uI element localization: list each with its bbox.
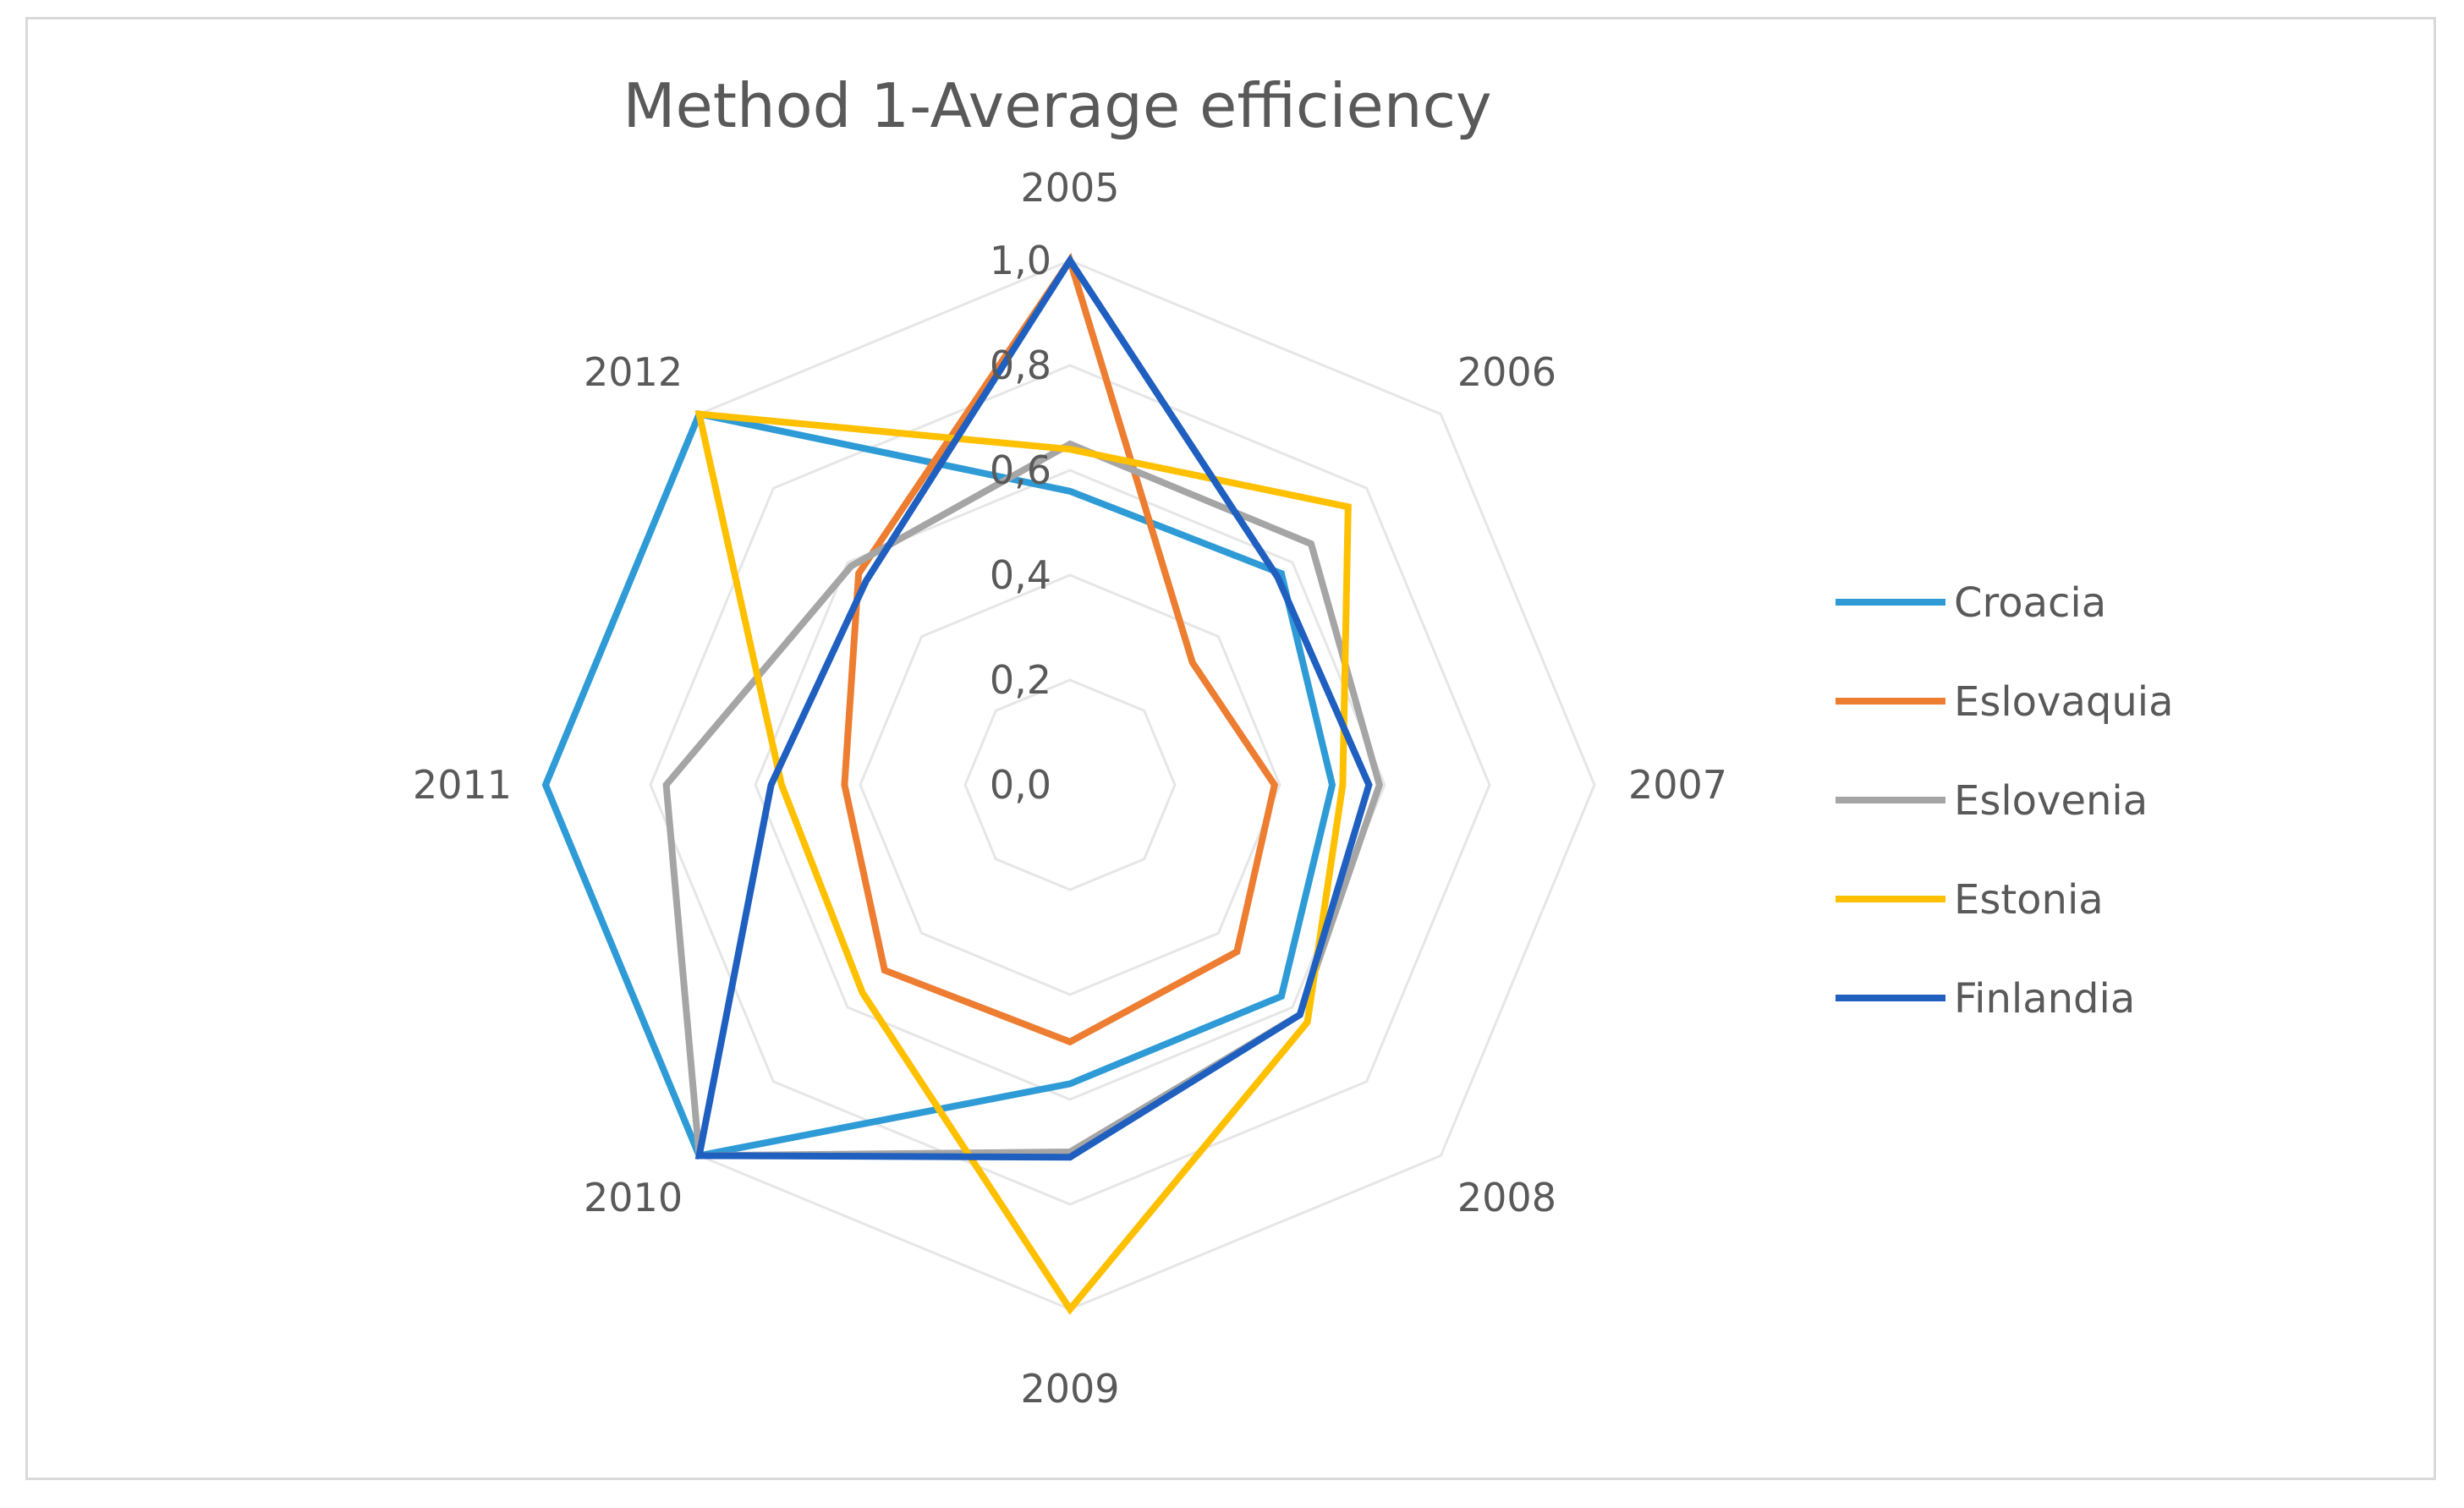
legend-label-croacia: Croacia (1954, 579, 2106, 627)
radial-tick-labels: 0,0 0,2 0,4 0,6 0,8 1,0 (990, 238, 1051, 808)
legend-label-finlandia: Finlandia (1954, 975, 2135, 1023)
series-line-croacia (541, 410, 1336, 1160)
legend-label-eslovaquia: Eslovaquia (1954, 678, 2174, 726)
series-line-eslovenia (662, 440, 1383, 1160)
category-label-2009: 2009 (1020, 1366, 1119, 1412)
radial-tick-label: 0,8 (990, 343, 1051, 388)
legend: Croacia Eslovaquia Eslovenia Estonia Finland… (1836, 579, 2174, 1023)
radial-tick-label: 1,0 (990, 238, 1051, 283)
grid-ring (963, 678, 1177, 891)
radial-tick-label: 0,6 (990, 447, 1051, 493)
category-label-2010: 2010 (584, 1175, 683, 1220)
series-line-eslovaquia (841, 252, 1279, 1046)
radial-tick-label: 0,2 (990, 657, 1051, 703)
grid-ring (754, 469, 1386, 1101)
chart-title: Method 1-Average efficiency (623, 70, 1491, 141)
category-label-2006: 2006 (1457, 349, 1556, 395)
category-label-2012: 2012 (584, 349, 683, 395)
grid-ring (649, 364, 1491, 1206)
radial-tick-label: 0,4 (990, 552, 1051, 598)
radial-tick-label: 0,0 (990, 762, 1051, 808)
category-label-2007: 2007 (1628, 762, 1727, 808)
series-line-finlandia (694, 254, 1373, 1161)
series-line-estonia (694, 410, 1352, 1315)
legend-label-eslovenia: Eslovenia (1954, 777, 2148, 825)
chart-frame (25, 17, 2436, 1480)
category-label-2011: 2011 (413, 762, 512, 808)
category-label-2008: 2008 (1457, 1175, 1556, 1220)
radar-series (541, 252, 1383, 1315)
legend-label-estonia: Estonia (1954, 876, 2104, 924)
grid-ring (859, 573, 1281, 996)
category-label-2005: 2005 (1020, 165, 1119, 211)
category-labels: 2005 2006 2007 2008 2009 2010 2011 2012 (413, 165, 1727, 1412)
